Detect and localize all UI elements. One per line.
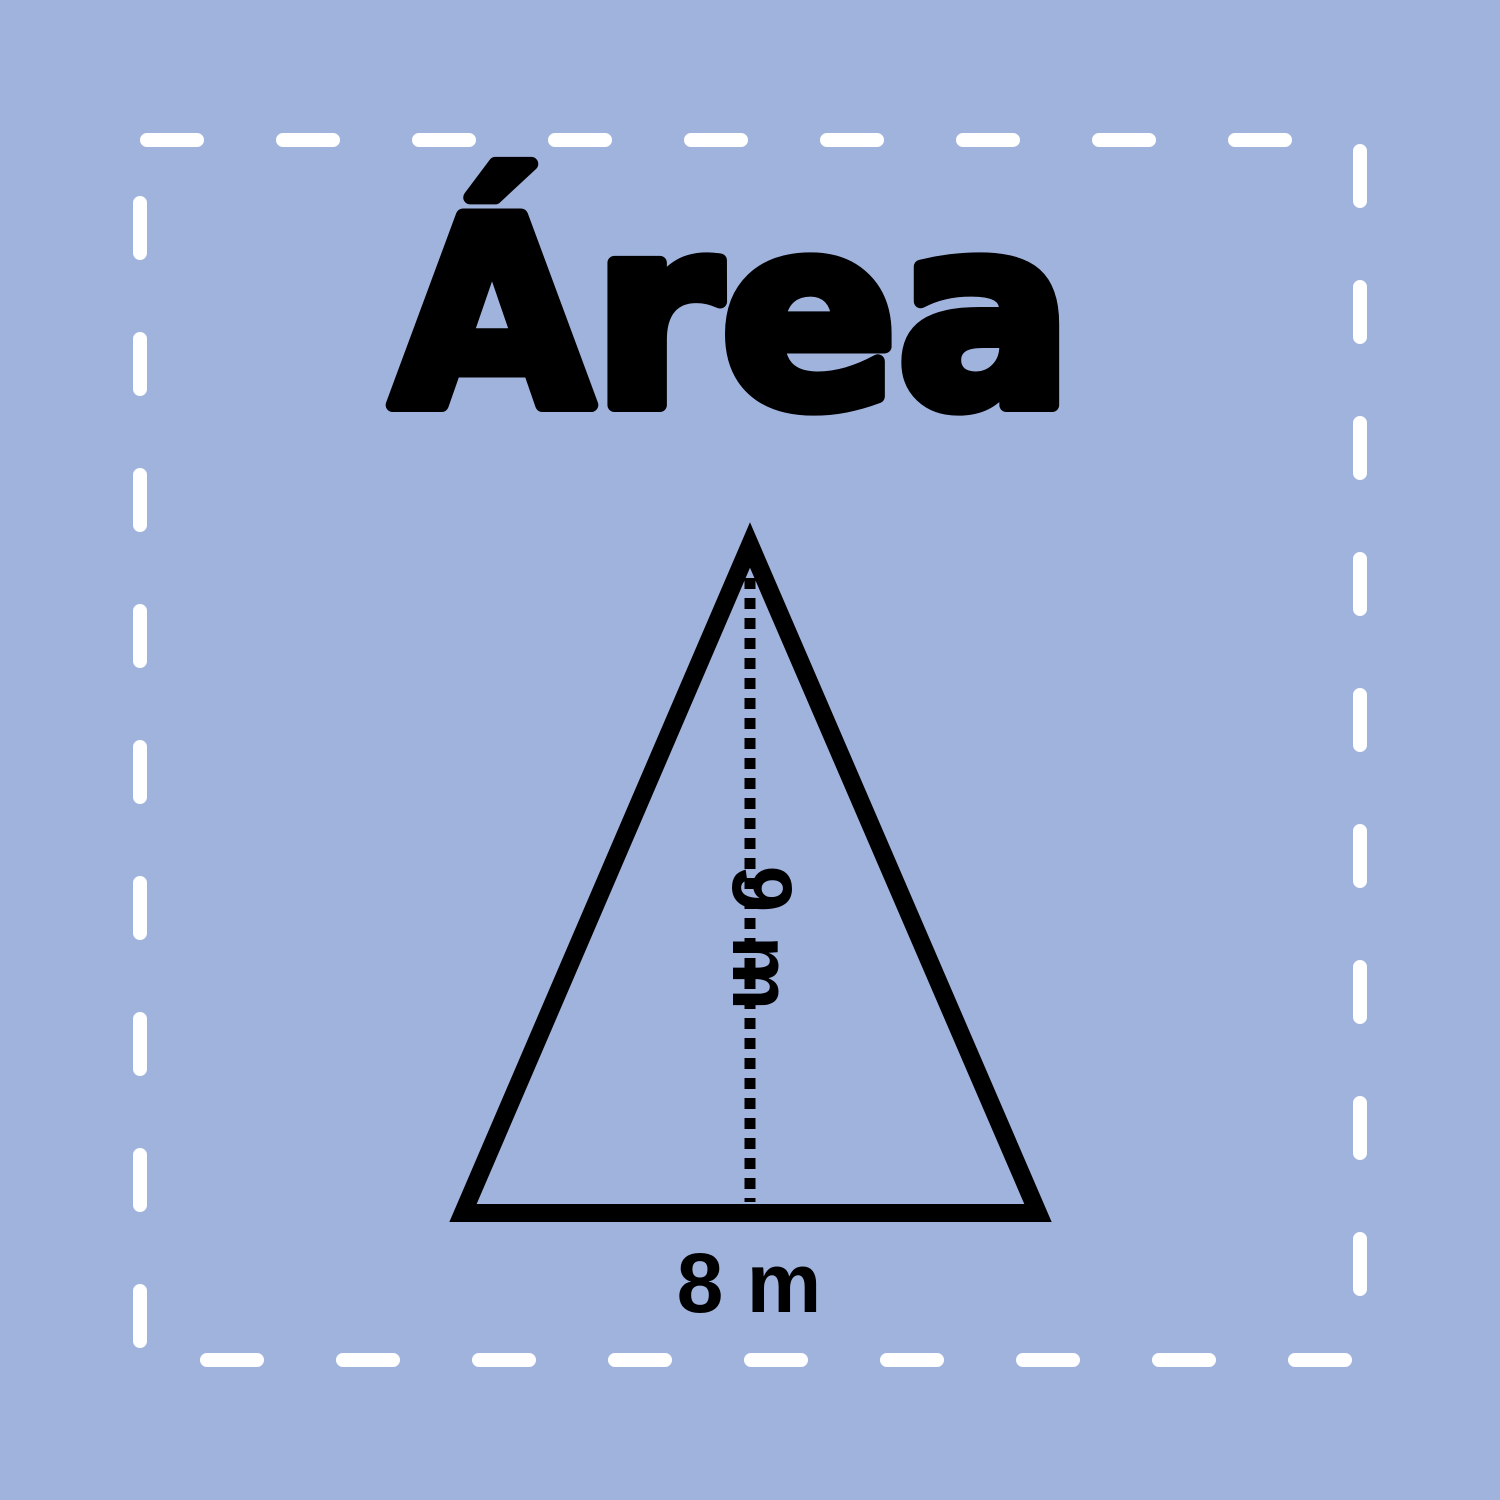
- triangle-shape: [449, 522, 1052, 1222]
- dashed-border: [133, 133, 1367, 1367]
- base-label: 8 m: [677, 1236, 822, 1330]
- height-label: 9 m: [715, 866, 809, 1011]
- page-title: Área: [391, 161, 1072, 467]
